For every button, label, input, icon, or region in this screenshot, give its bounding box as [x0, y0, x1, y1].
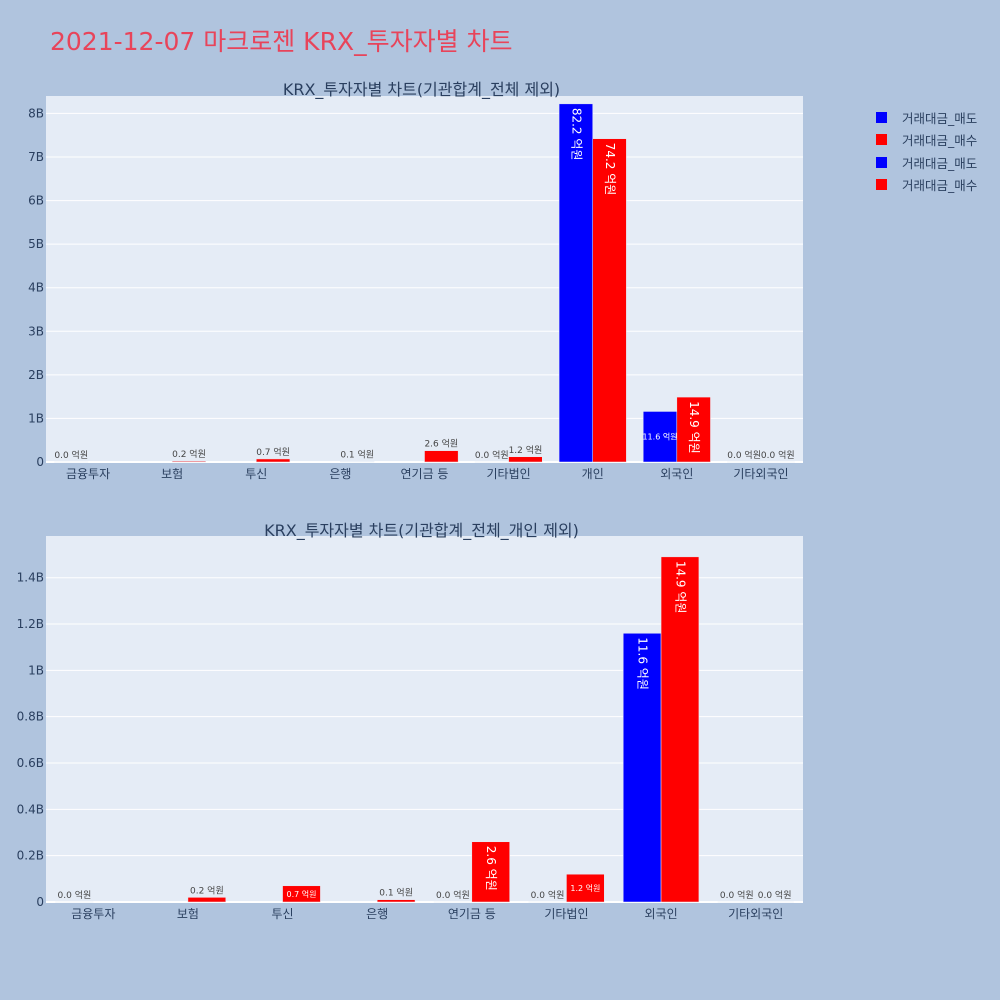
y-tick-label: 5B [28, 237, 44, 251]
bar-buy[interactable] [566, 873, 605, 903]
data-label: 82.2 억원 [569, 108, 583, 161]
data-label: 0.0 억원 [720, 889, 754, 901]
y-tick-label: 0.4B [17, 802, 44, 816]
x-tick-label: 기타외국인 [733, 467, 788, 481]
x-tick-label: 투신 [245, 467, 267, 481]
y-tick-label: 0.8B [17, 710, 44, 724]
data-label: 0.0 억원 [58, 889, 92, 901]
data-label: 2.6 억원 [424, 438, 458, 450]
x-tick-label: 기타법인 [544, 907, 588, 921]
x-tick-label: 개인 [582, 467, 604, 481]
y-tick-label: 4B [28, 281, 44, 295]
data-label: 2.6 억원 [484, 846, 498, 891]
data-label: 0.7 억원 [286, 889, 316, 899]
x-tick-label: 은행 [329, 466, 351, 481]
bar-buy[interactable] [676, 396, 711, 463]
y-tick-label: 1B [28, 663, 44, 677]
data-label: 1.2 억원 [509, 444, 543, 456]
data-label: 0.2 억원 [172, 448, 206, 460]
x-tick-label: 기타외국인 [728, 907, 783, 921]
data-label: 0.0 억원 [436, 889, 470, 901]
bar-buy[interactable] [187, 897, 227, 903]
y-tick-label: 1B [28, 411, 44, 425]
legend-swatch-buy [876, 134, 887, 146]
x-tick-label: 금융투자 [66, 467, 110, 481]
y-tick-label: 1.2B [17, 617, 44, 631]
bar-buy[interactable] [424, 450, 459, 463]
bar-buy[interactable] [171, 460, 207, 463]
data-label: 0.2 억원 [190, 884, 224, 896]
y-tick-label: 6B [28, 194, 44, 208]
x-tick-label: 은행 [366, 906, 388, 921]
legend-item-buy[interactable]: 거래대금_매수 [876, 174, 977, 197]
y-tick-label: 0 [36, 895, 44, 909]
data-label: 0.0 억원 [54, 449, 88, 461]
bar-sell[interactable] [622, 633, 662, 903]
data-label: 0.0 억원 [761, 449, 795, 461]
y-tick-label: 2B [28, 368, 44, 382]
x-tick-label: 보험 [161, 467, 183, 481]
legend-item-buy[interactable]: 거래대금_매수 [876, 129, 977, 152]
legend-label: 거래대금_매도 [902, 110, 978, 126]
legend-label: 거래대금_매도 [902, 155, 978, 171]
data-label: 0.0 억원 [531, 889, 565, 901]
page-title: 2021-12-07 마크로젠 KRX_투자자별 차트 [50, 27, 513, 56]
y-tick-label: 0 [36, 455, 44, 469]
data-label: 0.7 억원 [256, 446, 290, 458]
y-tick-label: 3B [28, 324, 44, 338]
data-label: 11.6 억원 [642, 432, 677, 442]
y-tick-label: 7B [28, 150, 44, 164]
data-label: 74.2 억원 [603, 143, 617, 196]
data-label: 0.0 억원 [727, 449, 761, 461]
y-tick-label: 0.6B [17, 756, 44, 770]
legend-item-sell[interactable]: 거래대금_매도 [876, 151, 977, 174]
data-label: 14.9 억원 [673, 561, 687, 614]
bar-buy[interactable] [660, 556, 700, 903]
bar-buy[interactable] [282, 885, 321, 903]
bar-sell[interactable] [642, 411, 678, 463]
data-label: 0.1 억원 [379, 887, 413, 899]
bar-buy[interactable] [376, 899, 416, 903]
x-tick-label: 연기금 등 [401, 467, 449, 481]
legend-swatch-sell [876, 156, 887, 168]
data-label: 11.6 억원 [636, 637, 650, 690]
y-tick-label: 8B [28, 106, 44, 120]
data-label: 0.0 억원 [475, 449, 509, 461]
data-label: 14.9 억원 [687, 401, 701, 454]
x-tick-label: 외국인 [645, 907, 678, 921]
data-label: 0.1 억원 [340, 449, 374, 461]
bar-buy[interactable] [592, 138, 627, 463]
x-tick-label: 투신 [272, 907, 294, 921]
x-tick-label: 연기금 등 [448, 907, 496, 921]
legend-swatch-sell [876, 111, 887, 123]
x-tick-label: 보험 [177, 907, 199, 921]
data-label: 0.0 억원 [758, 889, 792, 901]
legend-label: 거래대금_매수 [902, 133, 978, 149]
legend-item-sell[interactable]: 거래대금_매도 [876, 106, 977, 129]
y-tick-label: 1.4B [17, 571, 44, 585]
legend-swatch-buy [876, 179, 887, 191]
x-tick-label: 금융투자 [71, 907, 115, 921]
bar-sell[interactable] [558, 103, 593, 463]
bar-buy[interactable] [256, 458, 291, 463]
bar-buy[interactable] [471, 841, 510, 903]
x-tick-label: 외국인 [660, 467, 693, 481]
x-tick-label: 기타법인 [487, 467, 531, 481]
bar-buy[interactable] [508, 456, 543, 463]
chart-title: KRX_투자자별 차트(기관합계_전체 제외) [283, 80, 560, 100]
legend-label: 거래대금_매수 [902, 178, 978, 194]
chart-title: KRX_투자자별 차트(기관합계_전체_개인 제외) [264, 521, 579, 541]
legend[interactable]: 거래대금_매도 거래대금_매수 거래대금_매도 거래대금_매수 [876, 106, 977, 196]
data-label: 1.2 억원 [570, 883, 600, 893]
y-tick-label: 0.2B [17, 849, 44, 863]
